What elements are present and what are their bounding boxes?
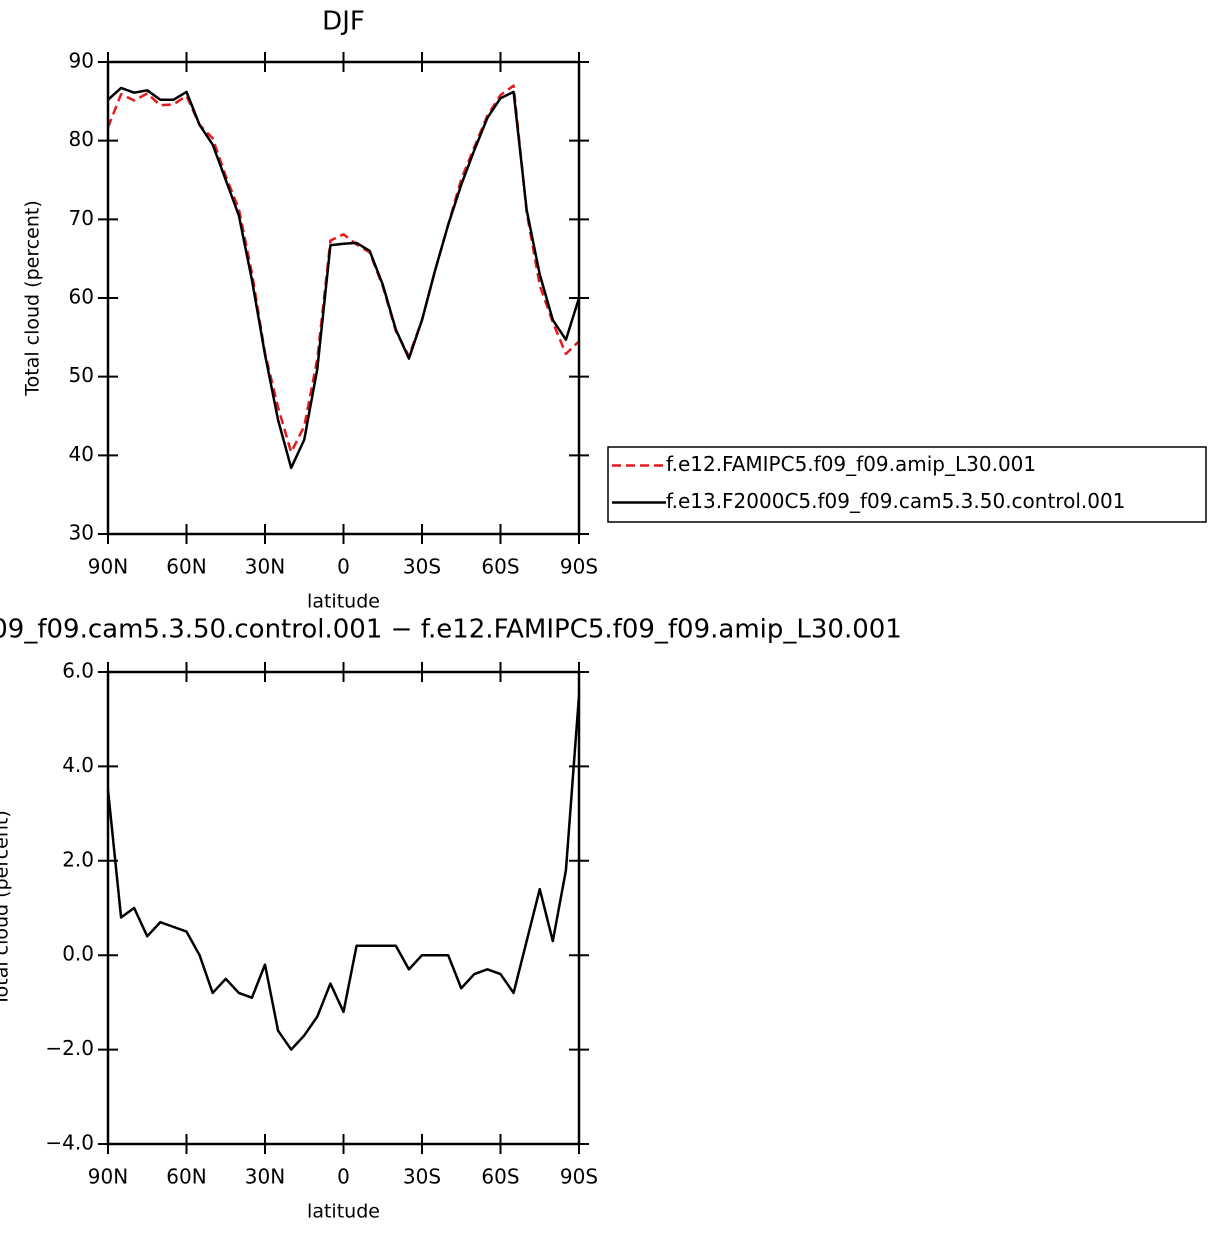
x-tick-label: 90N [88,1165,128,1189]
x-axis-label: latitude [307,1201,380,1223]
legend-label: f.e13.F2000C5.f09_f09.cam5.3.50.control.… [666,489,1125,513]
x-tick-label: 90S [560,1165,598,1189]
plot-frame [106,670,581,1146]
data-line [107,86,581,470]
chart-title: DJF [322,7,365,37]
x-tick-label: 90N [88,555,128,579]
x-tick-label: 0 [337,1165,350,1189]
x-tick-label: 60S [481,1165,519,1189]
x-axis-label: latitude [307,591,380,613]
x-tick-label: 0 [337,555,350,579]
x-tick-label: 60N [166,555,206,579]
y-axis-label: Total cloud (percent) [22,200,44,397]
y-tick-label: 6.0 [62,659,94,683]
legend-box [607,446,1207,523]
y-tick-label: 50 [69,363,94,387]
y-tick-label: −4.0 [45,1131,94,1155]
x-tick-label: 90S [560,555,598,579]
x-tick-label: 60S [481,555,519,579]
y-tick-label: 0.0 [62,942,94,966]
y-tick-label: 80 [69,127,94,151]
y-tick-label: 30 [69,521,94,545]
chart-title: f.e13.F2000C5.f09_f09.cam5.3.50.control.… [0,615,902,645]
legend-label: f.e12.FAMIPC5.f09_f09.amip_L30.001 [666,452,1036,476]
x-tick-label: 30S [403,555,441,579]
y-tick-label: 90 [69,49,94,73]
y-tick-label: 60 [69,285,94,309]
x-tick-label: 30N [245,1165,285,1189]
y-tick-label: 40 [69,442,94,466]
y-tick-label: 70 [69,206,94,230]
plot-frame [106,60,581,536]
y-tick-label: −2.0 [45,1036,94,1060]
data-line [106,695,581,1051]
x-tick-label: 60N [166,1165,206,1189]
x-tick-label: 30N [245,555,285,579]
y-tick-label: 4.0 [62,753,94,777]
y-axis-label: Total cloud (percent) [0,810,13,1007]
y-tick-label: 2.0 [62,847,94,871]
x-tick-label: 30S [403,1165,441,1189]
data-line [106,84,580,454]
